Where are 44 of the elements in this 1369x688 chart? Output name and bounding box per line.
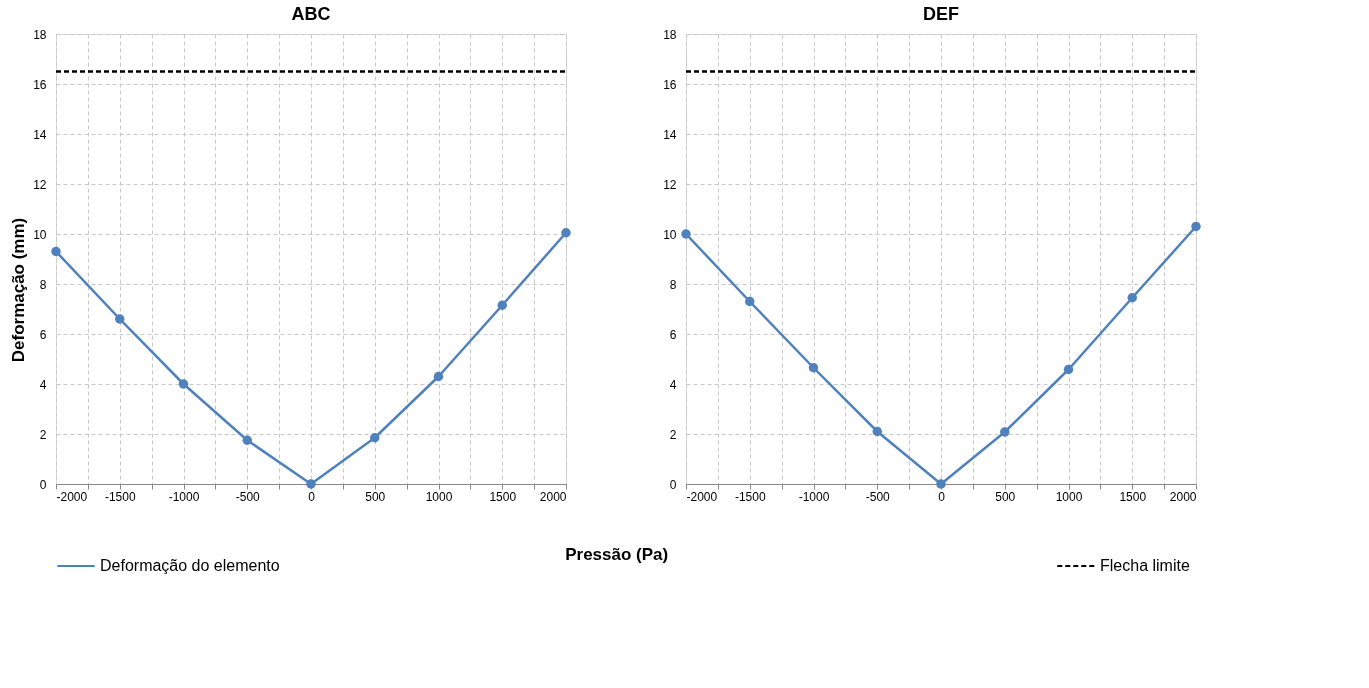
x-tick-label: 1000	[1055, 489, 1083, 504]
x-tick-label: 2000	[539, 489, 567, 504]
x-tick-label: -2000	[686, 489, 718, 504]
y-tick-label: 4	[39, 377, 47, 392]
x-tick-label: -1000	[798, 489, 830, 504]
y-tick-label: 6	[39, 327, 47, 342]
y-tick-label: 14	[663, 127, 677, 142]
chart-title: DEF	[923, 4, 959, 24]
y-tick-label: 16	[33, 77, 47, 92]
y-tick-label: 2	[669, 427, 677, 442]
x-tick-label: -1000	[168, 489, 200, 504]
y-tick-label: 10	[33, 227, 47, 242]
y-tick-label: 12	[663, 177, 677, 192]
x-tick-label: 2000	[1169, 489, 1197, 504]
y-tick-label: 8	[39, 277, 47, 292]
y-tick-label: 18	[33, 27, 47, 42]
legend-label: Deformação do elemento	[100, 557, 280, 574]
x-tick-label: 0	[308, 489, 316, 504]
x-tick-label: -2000	[56, 489, 88, 504]
x-tick-label: 1500	[1119, 489, 1147, 504]
y-tick-label: 16	[663, 77, 677, 92]
x-tick-label: -1500	[734, 489, 766, 504]
chart-title: ABC	[291, 4, 331, 24]
x-tick-label: 1000	[425, 489, 453, 504]
y-tick-label: 2	[39, 427, 47, 442]
x-axis-title: Pressão (Pa)	[565, 544, 669, 564]
legend-label: Flecha limite	[1100, 557, 1190, 574]
y-tick-label: 12	[33, 177, 47, 192]
x-tick-label: -500	[865, 489, 891, 504]
y-tick-label: 0	[669, 477, 677, 492]
x-tick-label: 500	[995, 489, 1016, 504]
y-axis-title: Deformação (mm)	[9, 217, 29, 363]
y-tick-label: 0	[39, 477, 47, 492]
x-tick-label: -500	[235, 489, 261, 504]
x-tick-label: 1500	[489, 489, 517, 504]
y-tick-label: 10	[663, 227, 677, 242]
x-tick-label: 0	[938, 489, 946, 504]
y-tick-label: 14	[33, 127, 47, 142]
y-tick-label: 4	[669, 377, 677, 392]
x-tick-label: -1500	[104, 489, 136, 504]
y-tick-label: 8	[669, 277, 677, 292]
y-tick-label: 18	[663, 27, 677, 42]
y-tick-label: 6	[669, 327, 677, 342]
x-tick-label: 500	[365, 489, 386, 504]
